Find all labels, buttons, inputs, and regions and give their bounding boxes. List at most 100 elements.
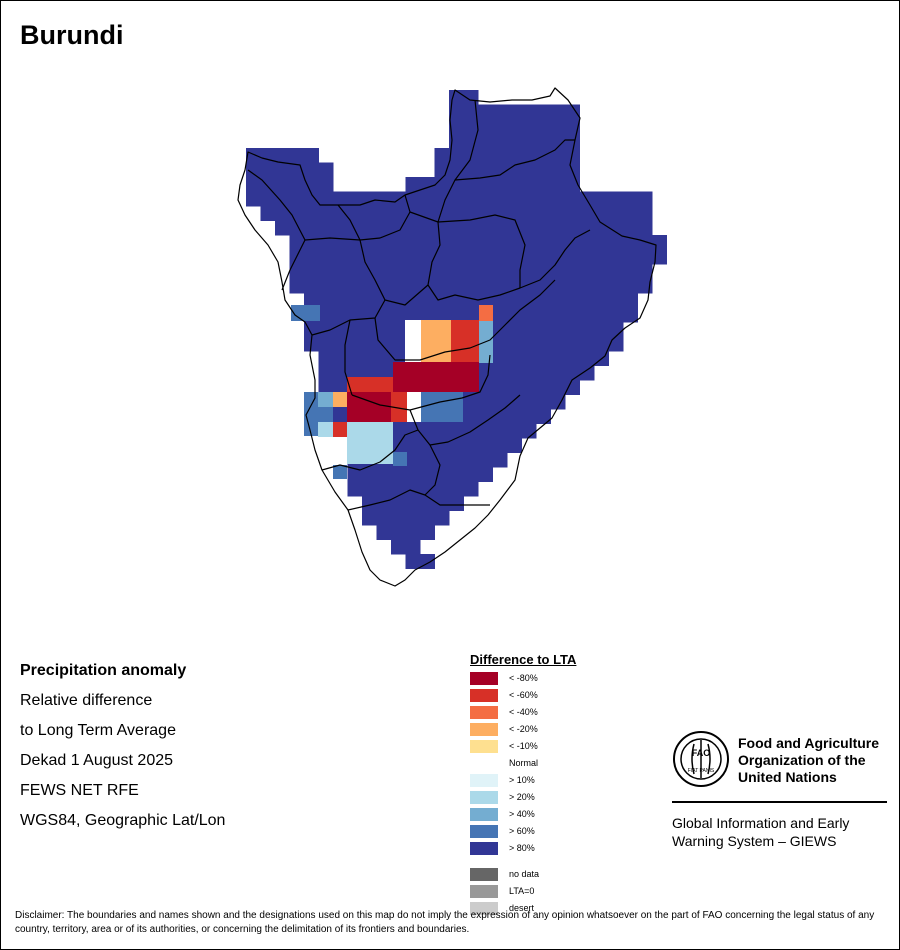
anomaly-cell [393,362,479,392]
fao-logo-letters: FAO [692,748,711,758]
grid-cell [246,148,319,163]
anomaly-cell [421,392,463,422]
legend-item: desert [470,901,576,918]
anomaly-cell [421,320,451,362]
province-boundary [351,354,491,411]
giews-line-2: Warning System – GIEWS [672,833,837,849]
legend-swatch [470,885,498,898]
grid-cell [405,177,580,192]
grid-cell [449,90,479,105]
grid-cell [449,133,580,149]
legend-swatch [470,740,498,753]
grid-cell [289,264,653,279]
grid-cell [362,510,450,526]
anomaly-cell [393,452,407,466]
fao-logo-motto: FIAT PANIS [688,768,715,774]
legend-label: > 60% [509,826,535,836]
grid-cell [347,481,479,497]
grid-cell [246,191,653,207]
anomaly-cell [347,377,393,392]
legend-item: < -40% [470,705,576,722]
info-source: FEWS NET RFE [20,782,139,799]
anomaly-cell [333,465,347,479]
province-boundary [427,99,591,301]
legend-extra-items: no data LTA=0 desert [470,867,576,918]
legend-label: < -10% [509,741,538,751]
legend-label: > 80% [509,843,535,853]
grid-cell [449,104,580,120]
legend-item: > 80% [470,841,576,858]
grid-cell [289,249,667,265]
legend-item: LTA=0 [470,884,576,901]
legend-label: < -20% [509,724,538,734]
fao-logo-icon: FAO FIAT PANIS [673,731,729,787]
fao-name: Food and Agriculture Organization of the… [738,735,879,786]
info-projection: WGS84, Geographic Lat/Lon [20,812,226,829]
fao-name-line-1: Food and Agriculture [738,735,880,751]
legend-items: < -80% < -60% < -40% < -20% < -10% Normal > 10… [470,671,576,858]
anomaly-grid [246,90,667,569]
legend-item: > 10% [470,773,576,790]
legend-swatch [470,791,498,804]
province-boundary [359,239,429,306]
anomaly-cell [405,320,421,362]
legend-swatch [470,825,498,838]
grid-cell [246,177,334,192]
grid-cell [275,220,653,236]
fao-name-line-2: Organization of the [738,752,866,768]
anomaly-cell [479,305,493,321]
legend-label: < -60% [509,690,538,700]
legend-item: > 20% [470,790,576,807]
grid-cell [391,539,421,555]
grid-cell [347,467,493,482]
grid-cell [289,235,667,250]
province-boundary [347,489,426,511]
legend-item: > 40% [470,807,576,824]
legend-item: < -60% [470,688,576,705]
legend-label: Normal [509,758,539,768]
admin-boundaries [237,87,657,587]
grid-cell [405,554,435,569]
anomaly-cell [318,422,333,437]
legend-title: Difference to LTA [470,652,577,667]
grid-cell [304,307,638,323]
province-boundary [374,279,556,361]
legend-label: > 10% [509,775,535,785]
giews-name: Global Information and Early Warning Sys… [672,814,887,850]
legend-swatch [470,723,498,736]
legend-label: desert [509,903,535,913]
info-period: Dekad 1 August 2025 [20,752,174,769]
legend-label: > 20% [509,792,535,802]
grid-cell [260,206,653,221]
legend-item: < -20% [470,722,576,739]
info-description-2: to Long Term Average [20,722,176,739]
legend-label: no data [509,869,540,879]
legend-label: > 40% [509,809,535,819]
info-description-1: Relative difference [20,692,153,709]
province-boundary [247,169,306,291]
grid-cell [246,162,334,178]
grid-cell [362,496,464,511]
fao-divider [672,801,887,803]
legend-swatch [470,808,498,821]
precipitation-anomaly-map [237,87,667,587]
map-title: Burundi [20,20,124,50]
anomaly-cell [333,392,347,407]
legend-swatch [470,672,498,685]
country-border [237,87,657,587]
map-info: Precipitation anomaly Relative differenc… [20,656,225,836]
anomaly-cell [318,407,333,422]
anomaly-cell [318,437,347,465]
disclaimer: Disclaimer: The boundaries and names sho… [15,910,875,935]
grid-cell [449,119,580,134]
anomaly-cell [391,392,407,422]
legend-label: < -80% [509,673,538,683]
legend-item: Normal [470,756,576,773]
grid-cell [434,148,580,163]
legend-swatch [470,868,498,881]
grid-cell [304,293,638,308]
legend-label: < -40% [509,707,538,717]
legend-swatch [470,774,498,787]
legend-item: < -10% [470,739,576,756]
legend-swatch [470,757,498,770]
